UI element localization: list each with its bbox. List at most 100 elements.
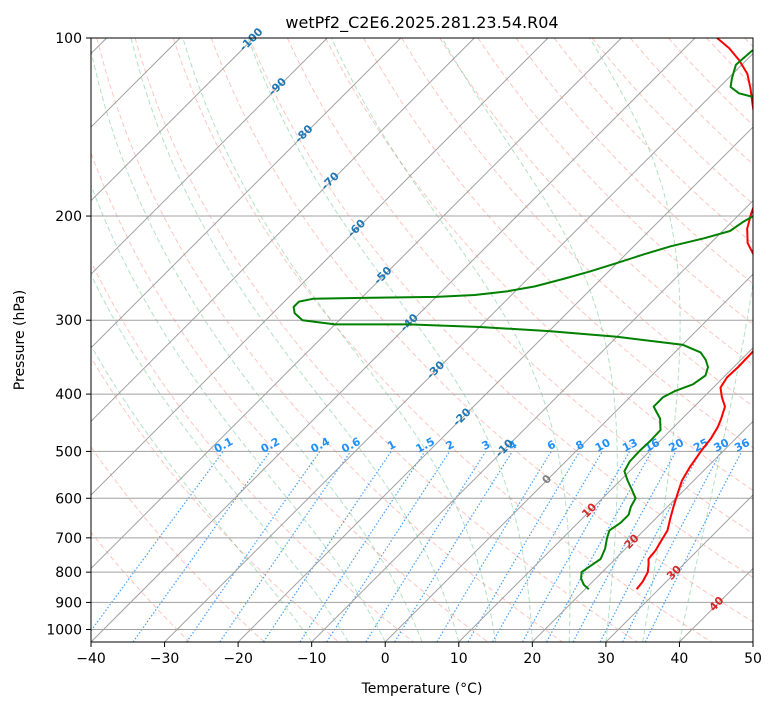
y-tick-label: 300 (55, 313, 82, 329)
isotherm-label: -90 (266, 75, 289, 98)
mixing-ratio-label: 1 (385, 438, 398, 453)
mixing-ratio-label: 16 (642, 436, 662, 455)
x-axis-title: Temperature (°C) (361, 681, 483, 697)
mixing-ratio-label: 1.5 (414, 435, 437, 456)
mixing-ratio-line (186, 451, 321, 642)
dry-adiabat-line (553, 38, 753, 245)
moist-adiabat-line (130, 38, 460, 642)
isotherm-line (679, 567, 753, 642)
mixing-ratio-label: 36 (732, 436, 752, 455)
mixing-ratio-label: 6 (545, 438, 558, 453)
mixing-ratio-label: 2 (444, 438, 457, 453)
y-tick-label: 400 (55, 387, 82, 403)
y-tick-label: 1000 (46, 622, 82, 638)
mixing-ratio-line (394, 451, 513, 642)
mixing-ratio-line (365, 451, 487, 642)
isotherm-label: -80 (292, 122, 315, 145)
mixing-ratio-label: 20 (666, 436, 686, 455)
x-tick-label: 20 (523, 651, 541, 667)
mixing-ratio-label: 25 (691, 436, 711, 455)
dry-adiabat-line (706, 38, 753, 87)
isotherm-line (91, 38, 622, 570)
isotherm-label: -40 (398, 311, 421, 334)
chart-title: wetPf2_C2E6.2025.281.23.54.R04 (285, 13, 558, 33)
mixing-ratio-label: 0.4 (309, 435, 333, 456)
moist-adiabat-line (91, 273, 349, 642)
isotherm-label: -60 (345, 216, 368, 239)
x-tick-label: −20 (223, 651, 253, 667)
y-axis-title: Pressure (hPa) (12, 290, 28, 390)
x-tick-label: −40 (76, 651, 106, 667)
isotherm-label: -20 (450, 405, 473, 428)
isotherm-label: 10 (579, 500, 599, 520)
dry-adiabat-line (210, 38, 753, 623)
isotherm-line (91, 38, 328, 275)
dewpoint-profile-line (292, 49, 753, 590)
dry-adiabat-line (515, 38, 753, 285)
mixing-ratio-line (91, 451, 224, 632)
dry-adiabat-line (91, 356, 340, 642)
moist-adiabat-line (678, 280, 753, 642)
isotherm-label: 40 (707, 594, 727, 614)
mixing-ratio-line (546, 451, 653, 642)
dry-adiabat-line (401, 38, 753, 407)
y-tick-label: 800 (55, 565, 82, 581)
isotherm-line (384, 273, 753, 642)
isotherm-line (91, 38, 696, 642)
isotherm-label: -100 (237, 25, 266, 54)
mixing-ratio-line (572, 451, 677, 642)
dry-adiabat-line (439, 38, 753, 366)
mixing-ratio-label: 13 (620, 436, 640, 455)
moist-adiabat-line (91, 47, 423, 642)
mixing-ratio-line (219, 451, 352, 642)
isotherm-line (237, 126, 753, 642)
isotherm-line (752, 641, 753, 642)
dry-adiabat-line (172, 38, 713, 642)
dry-adiabat-line (91, 151, 489, 642)
isotherm-line (91, 38, 549, 496)
y-tick-label: 100 (55, 31, 82, 47)
mixing-ratio-line (326, 451, 451, 642)
dry-adiabat-line (477, 38, 753, 325)
x-tick-label: 50 (744, 651, 762, 667)
x-tick-label: 30 (597, 651, 615, 667)
mixing-ratio-line (262, 451, 392, 642)
isotherm-label: 20 (622, 531, 642, 551)
x-tick-label: 0 (381, 651, 390, 667)
moist-adiabat-line (91, 344, 313, 642)
dry-adiabat-line (91, 260, 414, 642)
moist-adiabat-line (182, 38, 497, 642)
isotherm-label: 0 (540, 472, 555, 487)
isotherm-line (91, 38, 402, 349)
isotherm-label: -50 (371, 264, 394, 287)
mixing-ratio-line (436, 451, 552, 642)
dry-adiabat-line (591, 38, 753, 205)
isotherm-label: -30 (424, 358, 447, 381)
mixing-ratio-labels: 0.1 0.2 0.4 0.6 1 1.5 2 3 4 6 8 10 13 16 20 25 30 36 (212, 435, 752, 456)
x-tick-label: −30 (150, 651, 180, 667)
y-tick-label: 200 (55, 209, 82, 225)
y-tick-label: 500 (55, 444, 82, 460)
mixing-ratio-line (521, 451, 631, 642)
dry-adiabat-line (744, 38, 753, 48)
mixing-ratio-line (299, 451, 426, 642)
mixing-ratio-label: 0.1 (212, 435, 235, 456)
background-lines (91, 38, 753, 642)
moist-adiabat-line (247, 38, 533, 642)
isotherm-line (311, 199, 753, 642)
moist-adiabat-line (589, 38, 681, 642)
dry-adiabat-line (91, 531, 191, 642)
axis-ticks: −40 −30 −20 −10 0 10 20 30 40 5010020030040050060… (46, 31, 762, 667)
profile-lines (292, 38, 753, 590)
mixing-ratio-line (132, 451, 271, 642)
isotherm-line (91, 38, 255, 202)
moist-adiabat-line (441, 38, 618, 642)
isotherm-line (605, 494, 753, 642)
isotherm-label: -70 (319, 169, 342, 192)
mixing-ratio-line (622, 451, 722, 642)
plot-frame (90, 37, 754, 643)
x-tick-label: 40 (671, 651, 689, 667)
isotherm-line (531, 420, 753, 642)
